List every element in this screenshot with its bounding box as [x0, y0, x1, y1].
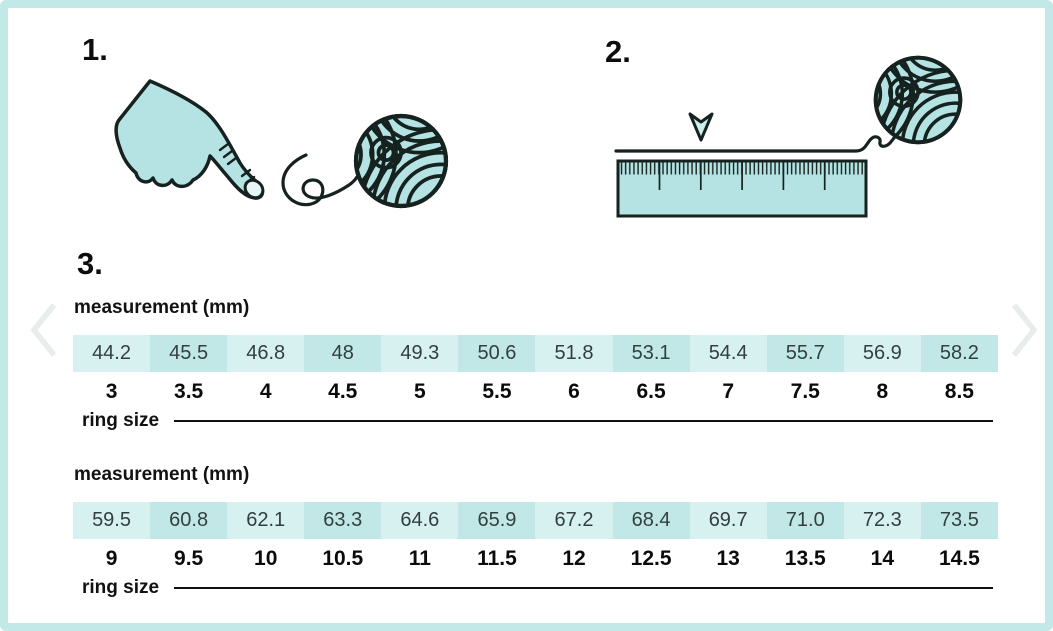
measurement-cell: 64.6 — [381, 502, 459, 539]
chevron-left-icon — [30, 303, 57, 357]
ring-size-label: ring size — [82, 577, 160, 598]
ring-size-value: 13 — [716, 547, 740, 570]
carousel-previous-button[interactable] — [29, 302, 59, 363]
measurement-cell: 51.8 — [535, 335, 613, 372]
down-arrow-icon — [688, 112, 714, 142]
ring-size-value: 6 — [568, 380, 580, 403]
measurement-cell: 48 — [304, 335, 382, 372]
ring-size-caption-row: ring size — [73, 409, 998, 433]
measurement-cell: 69.7 — [689, 502, 767, 539]
ring-size-table-1: measurement (mm) 44.2 45.5 46.8 48 49.3 … — [73, 297, 998, 433]
yarn-ball-icon — [269, 39, 468, 238]
measurement-cell: 67.2 — [535, 502, 613, 539]
measurement-cell: 62.1 — [227, 502, 305, 539]
measurement-cell: 46.8 — [227, 335, 305, 372]
measurement-cell: 44.2 — [73, 335, 151, 372]
ring-size-value: 3.5 — [174, 380, 204, 403]
measurement-row: 44.2 45.5 46.8 48 49.3 50.6 51.8 53.1 54… — [73, 335, 998, 372]
ring-size-underline — [174, 419, 993, 423]
ring-size-value: 14.5 — [938, 547, 980, 570]
ring-size-value: 3 — [105, 380, 118, 403]
ring-size-table-2: measurement (mm) 59.5 60.8 62.1 63.3 64.… — [73, 464, 998, 600]
step-1-illustration — [114, 39, 468, 238]
measurement-cell: 50.6 — [458, 335, 536, 372]
ring-size-value: 14 — [870, 547, 894, 570]
measurement-cell: 45.5 — [150, 335, 228, 372]
measurement-row: 59.5 60.8 62.1 63.3 64.6 65.9 67.2 68.4 … — [73, 502, 998, 539]
step-2-illustration — [614, 26, 1028, 218]
ring-size-value: 12.5 — [630, 547, 672, 570]
carousel-next-button[interactable] — [1009, 302, 1039, 363]
step-1-number: 1. — [82, 32, 108, 67]
ring-size-value: 10.5 — [322, 547, 364, 570]
ring-size-value: 8 — [876, 380, 889, 403]
measurement-cell: 53.1 — [612, 335, 690, 372]
measurement-cell: 54.4 — [689, 335, 767, 372]
ruler-icon — [616, 159, 868, 218]
pointing-hand-icon — [114, 79, 265, 200]
measurement-cell: 49.3 — [381, 335, 459, 372]
measurement-cell: 63.3 — [304, 502, 382, 539]
ring-size-row: 9 9.5 10 10.5 11 11.5 12 12.5 13 13.5 14… — [73, 546, 998, 572]
measurement-header: measurement (mm) — [74, 297, 250, 318]
ring-size-value: 8.5 — [944, 380, 974, 403]
ring-size-row: 3 3.5 4 4.5 5 5.5 6 6.5 7 7.5 8 8.5 — [73, 379, 998, 405]
chevron-right-icon — [1011, 303, 1038, 357]
ring-size-value: 11.5 — [477, 547, 517, 570]
measurement-cell: 68.4 — [612, 502, 690, 539]
knuckle-marks — [218, 142, 256, 185]
measurement-cell: 56.9 — [843, 335, 921, 372]
string-icon — [614, 124, 906, 153]
measurement-cell: 60.8 — [150, 502, 228, 539]
ring-size-value: 9.5 — [174, 547, 204, 570]
yarn-string-icon — [281, 153, 359, 207]
measurement-cell: 65.9 — [458, 502, 536, 539]
ring-size-value: 7.5 — [790, 380, 820, 403]
ring-size-value: 4 — [259, 380, 272, 403]
ring-size-value: 11 — [408, 547, 431, 570]
ring-size-value: 4.5 — [328, 380, 358, 403]
ring-size-value: 7 — [722, 380, 734, 403]
ring-size-value: 13.5 — [784, 547, 826, 570]
ring-size-value: 12 — [562, 547, 586, 570]
measurement-cell: 73.5 — [920, 502, 998, 539]
ring-size-value: 9 — [105, 547, 118, 570]
ring-size-label: ring size — [82, 410, 160, 431]
ring-size-value: 6.5 — [636, 380, 666, 403]
measurement-cell: 71.0 — [766, 502, 844, 539]
ring-size-underline — [174, 586, 993, 590]
ring-size-value: 5 — [414, 380, 426, 403]
ring-size-value: 10 — [254, 547, 278, 570]
measurement-cell: 59.5 — [73, 502, 151, 539]
measurement-cell: 72.3 — [843, 502, 921, 539]
step-3-number: 3. — [77, 246, 103, 281]
ring-size-value: 5.5 — [482, 380, 512, 403]
ring-size-caption-row: ring size — [73, 576, 998, 600]
step-2-number: 2. — [605, 34, 631, 69]
measurement-cell: 58.2 — [920, 335, 998, 372]
measurement-cell: 55.7 — [766, 335, 844, 372]
measurement-header: measurement (mm) — [74, 464, 250, 485]
